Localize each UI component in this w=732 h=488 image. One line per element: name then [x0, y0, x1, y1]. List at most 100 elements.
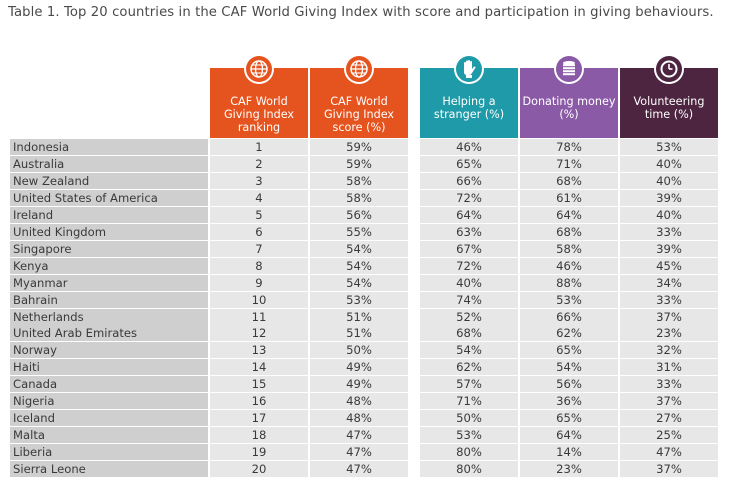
helping-cell: 68% [420, 325, 518, 342]
country-cell: United States of America [10, 189, 208, 206]
helping-cell: 74% [420, 291, 518, 308]
helping-cell: 80% [420, 444, 518, 461]
table-row: Kenya 8 54% 72% 46% 45% [10, 257, 718, 274]
country-cell: Canada [10, 376, 208, 393]
country-cell: Norway [10, 342, 208, 359]
header-donating: Donating money (%) [520, 54, 618, 138]
header-score: CAF World Giving Index score (%) [310, 54, 408, 138]
score-cell: 55% [310, 223, 408, 240]
ranking-cell: 2 [210, 155, 308, 172]
volunteering-cell: 34% [620, 274, 718, 291]
coin-stack-icon [554, 54, 584, 84]
country-cell: Nigeria [10, 393, 208, 410]
donating-cell: 58% [520, 240, 618, 257]
ranking-cell: 14 [210, 359, 308, 376]
score-cell: 49% [310, 359, 408, 376]
donating-cell: 88% [520, 274, 618, 291]
donating-cell: 78% [520, 139, 618, 155]
donating-cell: 65% [520, 342, 618, 359]
table-row: Indonesia 1 59% 46% 78% 53% [10, 139, 718, 155]
ranking-cell: 15 [210, 376, 308, 393]
globe-icon [344, 54, 374, 84]
helping-cell: 66% [420, 172, 518, 189]
table-row: Bahrain 10 53% 74% 53% 33% [10, 291, 718, 308]
country-cell: Myanmar [10, 274, 208, 291]
score-cell: 49% [310, 376, 408, 393]
header-donating-label: Donating money (%) [522, 95, 616, 121]
score-cell: 47% [310, 427, 408, 444]
score-cell: 48% [310, 393, 408, 410]
ranking-cell: 13 [210, 342, 308, 359]
table-row: New Zealand 3 58% 66% 68% 40% [10, 172, 718, 189]
helping-cell: 71% [420, 393, 518, 410]
volunteering-cell: 53% [620, 139, 718, 155]
volunteering-cell: 40% [620, 206, 718, 223]
donating-cell: 68% [520, 172, 618, 189]
donating-cell: 61% [520, 189, 618, 206]
donating-cell: 62% [520, 325, 618, 342]
country-cell: Haiti [10, 359, 208, 376]
header-ranking-label: CAF World Giving Index ranking [223, 95, 295, 134]
donating-cell: 53% [520, 291, 618, 308]
table-row: Nigeria 16 48% 71% 36% 37% [10, 393, 718, 410]
volunteering-cell: 33% [620, 376, 718, 393]
country-cell: Netherlands [10, 308, 208, 325]
helping-cell: 72% [420, 189, 518, 206]
country-cell: Bahrain [10, 291, 208, 308]
table-row: United Kingdom 6 55% 63% 68% 33% [10, 223, 718, 240]
volunteering-cell: 33% [620, 291, 718, 308]
score-cell: 54% [310, 257, 408, 274]
header-score-label: CAF World Giving Index score (%) [323, 95, 395, 134]
table-row: Norway 13 50% 54% 65% 32% [10, 342, 718, 359]
table-row: Haiti 14 49% 62% 54% 31% [10, 359, 718, 376]
helping-cell: 67% [420, 240, 518, 257]
country-cell: Kenya [10, 257, 208, 274]
donating-cell: 54% [520, 359, 618, 376]
volunteering-cell: 40% [620, 155, 718, 172]
country-cell: Iceland [10, 410, 208, 427]
table-row: Canada 15 49% 57% 56% 33% [10, 376, 718, 393]
volunteering-cell: 39% [620, 189, 718, 206]
helping-cell: 40% [420, 274, 518, 291]
donating-cell: 64% [520, 206, 618, 223]
helping-cell: 62% [420, 359, 518, 376]
table-row: Malta 18 47% 53% 64% 25% [10, 427, 718, 444]
table-row: United States of America 4 58% 72% 61% 39% [10, 189, 718, 206]
country-cell: Australia [10, 155, 208, 172]
ranking-cell: 10 [210, 291, 308, 308]
score-cell: 51% [310, 325, 408, 342]
ranking-cell: 5 [210, 206, 308, 223]
helping-cell: 50% [420, 410, 518, 427]
donating-cell: 68% [520, 223, 618, 240]
donating-cell: 71% [520, 155, 618, 172]
helping-cell: 54% [420, 342, 518, 359]
score-cell: 47% [310, 461, 408, 478]
country-cell: Indonesia [10, 139, 208, 155]
ranking-cell: 11 [210, 308, 308, 325]
table-row: Sierra Leone 20 47% 80% 23% 37% [10, 461, 718, 478]
ranking-cell: 6 [210, 223, 308, 240]
header-ranking: CAF World Giving Index ranking [210, 54, 308, 138]
ranking-cell: 8 [210, 257, 308, 274]
table-title: Table 1. Top 20 countries in the CAF Wor… [8, 5, 714, 20]
country-cell: United Arab Emirates [10, 325, 208, 342]
score-cell: 51% [310, 308, 408, 325]
score-cell: 53% [310, 291, 408, 308]
raised-hand-icon [454, 54, 484, 84]
helping-cell: 80% [420, 461, 518, 478]
score-cell: 58% [310, 172, 408, 189]
ranking-cell: 12 [210, 325, 308, 342]
helping-cell: 72% [420, 257, 518, 274]
helping-cell: 52% [420, 308, 518, 325]
country-cell: New Zealand [10, 172, 208, 189]
ranking-cell: 20 [210, 461, 308, 478]
table-row: Australia 2 59% 65% 71% 40% [10, 155, 718, 172]
table-row: Ireland 5 56% 64% 64% 40% [10, 206, 718, 223]
score-cell: 59% [310, 155, 408, 172]
volunteering-cell: 25% [620, 427, 718, 444]
donating-cell: 64% [520, 427, 618, 444]
globe-icon [244, 54, 274, 84]
score-cell: 50% [310, 342, 408, 359]
table-row: Singapore 7 54% 67% 58% 39% [10, 240, 718, 257]
donating-cell: 36% [520, 393, 618, 410]
